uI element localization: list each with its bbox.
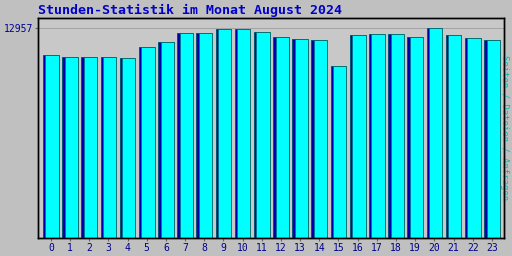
Bar (369, 34, 385, 238)
Bar (100, 57, 116, 238)
Bar (445, 35, 461, 238)
Bar (62, 57, 78, 238)
Bar (235, 29, 250, 238)
Bar (81, 57, 97, 238)
Bar (216, 29, 218, 238)
Bar (388, 34, 391, 238)
Bar (158, 42, 161, 238)
Bar (350, 35, 352, 238)
Bar (292, 39, 295, 238)
Bar (43, 55, 46, 238)
Bar (273, 37, 289, 238)
Bar (254, 31, 257, 238)
Bar (216, 29, 231, 238)
Bar (100, 57, 103, 238)
Bar (369, 34, 372, 238)
Y-axis label: Seiten / Dateien / Anfragen: Seiten / Dateien / Anfragen (500, 56, 508, 201)
Bar (484, 40, 486, 238)
Bar (331, 66, 333, 238)
Bar (426, 28, 442, 238)
Bar (197, 33, 212, 238)
Bar (311, 40, 314, 238)
Bar (408, 37, 410, 238)
Bar (81, 57, 84, 238)
Bar (465, 38, 467, 238)
Bar (311, 40, 327, 238)
Bar (177, 33, 193, 238)
Bar (388, 34, 404, 238)
Bar (484, 40, 500, 238)
Bar (350, 35, 366, 238)
Bar (292, 39, 308, 238)
Bar (197, 33, 199, 238)
Bar (408, 37, 423, 238)
Bar (139, 47, 141, 238)
Bar (43, 55, 59, 238)
Bar (158, 42, 174, 238)
Bar (426, 28, 429, 238)
Text: Stunden-Statistik im Monat August 2024: Stunden-Statistik im Monat August 2024 (38, 4, 343, 17)
Bar (139, 47, 155, 238)
Bar (273, 37, 275, 238)
Bar (445, 35, 448, 238)
Bar (254, 31, 270, 238)
Bar (120, 58, 122, 238)
Bar (331, 66, 346, 238)
Bar (177, 33, 180, 238)
Bar (465, 38, 481, 238)
Bar (62, 57, 65, 238)
Bar (120, 58, 136, 238)
Bar (235, 29, 237, 238)
